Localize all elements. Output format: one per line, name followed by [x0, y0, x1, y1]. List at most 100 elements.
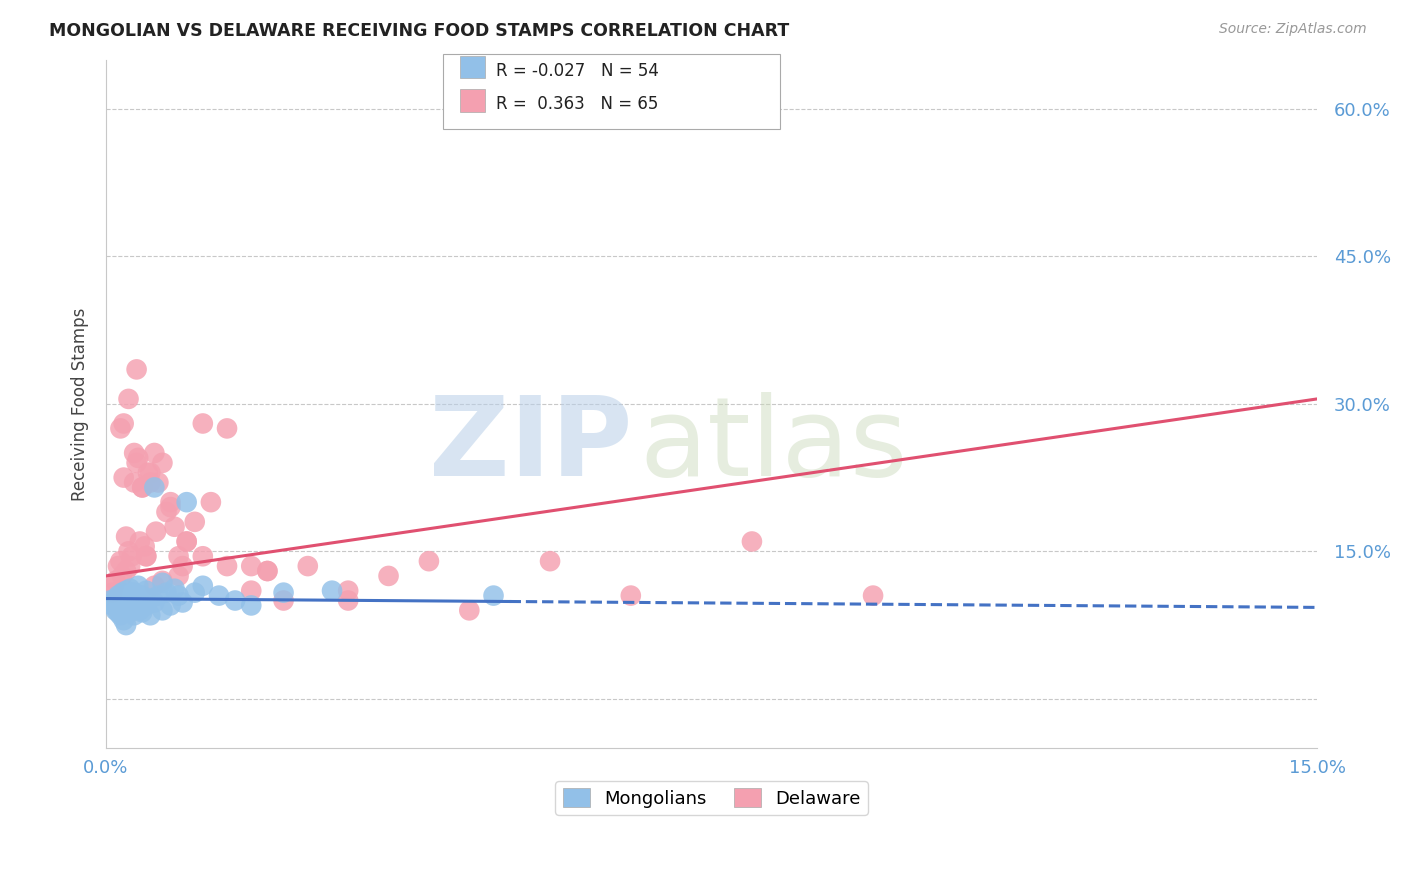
- Point: [172, 595, 194, 609]
- Point: [135, 583, 157, 598]
- Point: [139, 466, 162, 480]
- Point: [134, 595, 156, 609]
- Point: [167, 589, 190, 603]
- Point: [121, 599, 143, 613]
- Point: [117, 589, 139, 603]
- Point: [538, 554, 561, 568]
- Point: [125, 601, 148, 615]
- Point: [131, 480, 153, 494]
- Point: [120, 605, 142, 619]
- Point: [163, 582, 186, 596]
- Point: [127, 593, 149, 607]
- Point: [139, 591, 162, 606]
- Text: Source: ZipAtlas.com: Source: ZipAtlas.com: [1219, 22, 1367, 37]
- Point: [155, 505, 177, 519]
- Point: [200, 495, 222, 509]
- Point: [110, 554, 132, 568]
- Point: [167, 549, 190, 564]
- Point: [145, 524, 167, 539]
- Point: [120, 593, 142, 607]
- Point: [273, 593, 295, 607]
- Point: [167, 569, 190, 583]
- Point: [152, 456, 174, 470]
- Point: [240, 599, 263, 613]
- Point: [112, 613, 135, 627]
- Point: [135, 599, 157, 613]
- Point: [159, 495, 181, 509]
- Point: [152, 575, 174, 590]
- Point: [115, 595, 138, 609]
- Text: MONGOLIAN VS DELAWARE RECEIVING FOOD STAMPS CORRELATION CHART: MONGOLIAN VS DELAWARE RECEIVING FOOD STA…: [49, 22, 789, 40]
- Point: [148, 589, 170, 603]
- Point: [98, 593, 121, 607]
- Point: [110, 421, 132, 435]
- Point: [134, 540, 156, 554]
- Point: [125, 362, 148, 376]
- Point: [120, 582, 142, 596]
- Point: [337, 583, 360, 598]
- Point: [131, 605, 153, 619]
- Point: [458, 603, 481, 617]
- Point: [163, 520, 186, 534]
- Point: [184, 515, 207, 529]
- Point: [112, 470, 135, 484]
- Point: [107, 589, 129, 603]
- Point: [131, 480, 153, 494]
- Point: [136, 466, 159, 480]
- Point: [107, 559, 129, 574]
- Point: [159, 599, 181, 613]
- Point: [862, 589, 884, 603]
- Point: [101, 585, 124, 599]
- Point: [117, 392, 139, 406]
- Point: [125, 456, 148, 470]
- Point: [121, 549, 143, 564]
- Point: [176, 534, 198, 549]
- Point: [128, 603, 150, 617]
- Point: [107, 605, 129, 619]
- Point: [256, 564, 278, 578]
- Point: [135, 549, 157, 564]
- Y-axis label: Receiving Food Stamps: Receiving Food Stamps: [72, 307, 89, 500]
- Point: [273, 585, 295, 599]
- Point: [122, 446, 145, 460]
- Point: [148, 475, 170, 490]
- Point: [240, 583, 263, 598]
- Point: [191, 579, 214, 593]
- Point: [215, 559, 238, 574]
- Point: [152, 603, 174, 617]
- Point: [112, 417, 135, 431]
- Point: [159, 500, 181, 514]
- Point: [117, 544, 139, 558]
- Point: [120, 559, 142, 574]
- Text: ZIP: ZIP: [429, 392, 633, 499]
- Point: [127, 579, 149, 593]
- Point: [176, 495, 198, 509]
- Point: [152, 574, 174, 588]
- Point: [111, 585, 134, 599]
- Point: [184, 585, 207, 599]
- Point: [337, 593, 360, 607]
- Point: [143, 595, 166, 609]
- Point: [112, 593, 135, 607]
- Point: [224, 593, 246, 607]
- Point: [111, 569, 134, 583]
- Point: [741, 534, 763, 549]
- Point: [104, 591, 127, 606]
- Text: R =  0.363   N = 65: R = 0.363 N = 65: [496, 95, 658, 113]
- Point: [127, 450, 149, 465]
- Point: [191, 417, 214, 431]
- Point: [215, 421, 238, 435]
- Point: [103, 595, 125, 609]
- Point: [115, 618, 138, 632]
- Point: [115, 564, 138, 578]
- Point: [240, 559, 263, 574]
- Point: [208, 589, 231, 603]
- Point: [101, 599, 124, 613]
- Point: [256, 564, 278, 578]
- Point: [418, 554, 440, 568]
- Point: [143, 446, 166, 460]
- Point: [321, 583, 343, 598]
- Point: [131, 589, 153, 603]
- Point: [377, 569, 399, 583]
- Point: [117, 603, 139, 617]
